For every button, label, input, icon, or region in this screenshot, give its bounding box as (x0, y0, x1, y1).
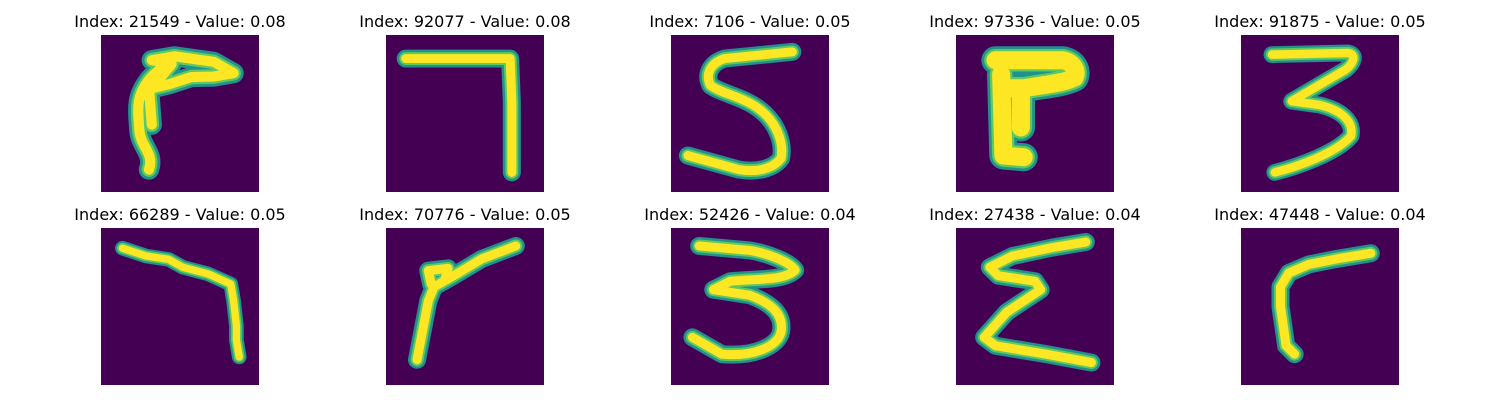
stroke-inner (687, 241, 800, 360)
digit-image (956, 35, 1114, 192)
panel-title: Index: 92077 - Value: 0.08 (359, 12, 571, 31)
stroke-mid (399, 52, 519, 179)
digit-strokes (408, 236, 525, 369)
stroke-inner (979, 237, 1096, 368)
digit-glyph-three-wide (683, 236, 805, 364)
digit-glyph-three (1263, 44, 1362, 181)
panel-3: Index: 7106 - Value: 0.05 (600, 0, 900, 194)
stroke-inner (986, 51, 1085, 167)
digit-image (101, 35, 259, 192)
digit-image (386, 35, 544, 192)
digit-glyph-seven (396, 49, 521, 182)
stroke-inner (412, 241, 521, 365)
digit-image (386, 228, 544, 385)
panel-2: Index: 92077 - Value: 0.08 (315, 0, 615, 194)
digit-strokes (975, 233, 1101, 372)
digit-image (101, 228, 259, 385)
panel-10: Index: 47448 - Value: 0.04 (1170, 193, 1470, 387)
digit-strokes (981, 46, 1090, 172)
digit-glyph-angled-seven (408, 236, 525, 369)
panel-title: Index: 47448 - Value: 0.04 (1214, 205, 1426, 224)
stroke-inner (118, 244, 243, 361)
digit-strokes (128, 46, 244, 180)
panel-title: Index: 52426 - Value: 0.04 (644, 205, 856, 224)
panel-1: Index: 21549 - Value: 0.08 (30, 0, 330, 194)
digit-image (956, 228, 1114, 385)
digit-image (671, 35, 829, 192)
panel-title: Index: 27438 - Value: 0.04 (929, 205, 1141, 224)
panel-7: Index: 70776 - Value: 0.05 (315, 193, 615, 387)
digit-strokes (1263, 44, 1362, 181)
digit-strokes (1271, 244, 1380, 364)
panel-title: Index: 7106 - Value: 0.05 (649, 12, 851, 31)
panel-title: Index: 70776 - Value: 0.05 (359, 205, 571, 224)
digit-glyph-thick-seven (981, 46, 1090, 172)
digit-strokes (678, 42, 802, 180)
panel-4: Index: 97336 - Value: 0.05 (885, 0, 1185, 194)
digit-image (1241, 35, 1399, 192)
stroke-outer (396, 49, 521, 182)
digit-strokes (683, 236, 805, 364)
digit-glyph-arrow-shape (128, 46, 244, 180)
digit-glyph-sigma (975, 233, 1101, 372)
panel-8: Index: 52426 - Value: 0.04 (600, 193, 900, 387)
digit-glyph-seven-curved (115, 240, 247, 365)
digit-glyph-gamma (1271, 244, 1380, 364)
panel-6: Index: 66289 - Value: 0.05 (30, 193, 330, 387)
panel-title: Index: 66289 - Value: 0.05 (74, 205, 286, 224)
panel-title: Index: 21549 - Value: 0.08 (74, 12, 286, 31)
stroke-inner (401, 54, 517, 177)
panel-title: Index: 97336 - Value: 0.05 (929, 12, 1141, 31)
digit-strokes (396, 49, 521, 182)
digit-glyph-five (678, 42, 802, 180)
panel-9: Index: 27438 - Value: 0.04 (885, 193, 1185, 387)
digit-strokes (115, 240, 247, 365)
panel-title: Index: 91875 - Value: 0.05 (1214, 12, 1426, 31)
stroke-inner (1267, 48, 1358, 177)
panel-5: Index: 91875 - Value: 0.05 (1170, 0, 1470, 194)
digit-image (671, 228, 829, 385)
stroke-inner (133, 51, 239, 175)
stroke-inner (683, 47, 797, 176)
digit-image (1241, 228, 1399, 385)
stroke-inner (1275, 248, 1376, 359)
